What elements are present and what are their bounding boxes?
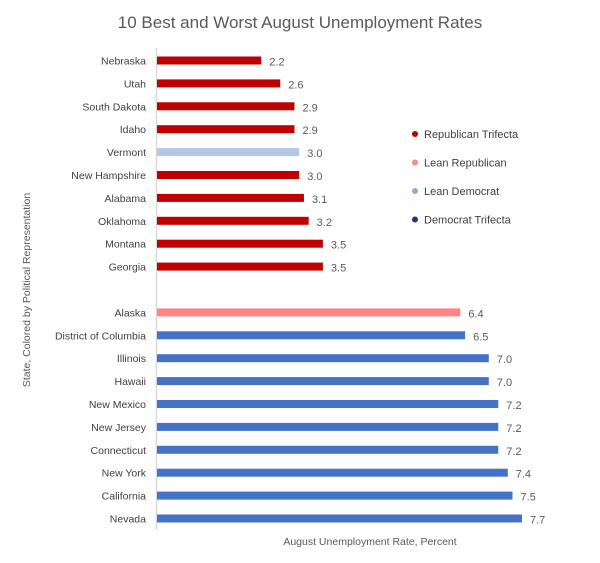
data-label: 2.9 xyxy=(302,125,317,137)
bar xyxy=(157,79,281,88)
category-label: Georgia xyxy=(109,262,147,274)
category-label: Hawaii xyxy=(114,376,146,388)
bar xyxy=(157,308,461,317)
bar xyxy=(157,148,300,157)
bar xyxy=(157,102,295,111)
data-label: 7.0 xyxy=(497,354,512,366)
legend-label: Lean Republican xyxy=(424,158,507,170)
category-label: Oklahoma xyxy=(98,216,146,228)
bar xyxy=(157,354,489,363)
data-label: 7.2 xyxy=(506,446,521,458)
category-label: New Mexico xyxy=(89,399,146,411)
bar xyxy=(157,171,300,179)
bar xyxy=(157,445,499,454)
x-axis-label: August Unemployment Rate, Percent xyxy=(283,536,456,548)
bar xyxy=(157,262,323,271)
legend-marker xyxy=(412,188,418,194)
bar xyxy=(157,216,309,225)
category-label: Connecticut xyxy=(91,445,147,457)
legend-label: Republican Trifecta xyxy=(424,129,519,141)
data-label: 3.0 xyxy=(307,148,322,160)
category-label: Alaska xyxy=(114,307,146,319)
category-label: Nevada xyxy=(110,514,146,526)
data-label: 7.0 xyxy=(497,377,512,389)
legend-label: Democrat Trifecta xyxy=(424,215,512,227)
bar xyxy=(157,56,262,65)
category-label: New Hampshire xyxy=(71,170,146,182)
chart-title: 10 Best and Worst August Unemployment Ra… xyxy=(118,13,482,32)
data-label: 7.2 xyxy=(506,423,521,435)
category-label: Montana xyxy=(105,239,146,251)
legend-label: Lean Democrat xyxy=(424,186,499,198)
category-label: Nebraska xyxy=(101,56,146,68)
y-axis-label: State, Colored by Political Representati… xyxy=(21,193,33,388)
bar xyxy=(157,491,513,500)
category-label: Idaho xyxy=(120,124,146,136)
data-label: 7.4 xyxy=(516,469,531,481)
category-label: Vermont xyxy=(107,147,146,159)
data-label: 7.7 xyxy=(530,515,545,527)
data-label: 3.1 xyxy=(312,194,327,206)
data-label: 3.2 xyxy=(317,217,332,229)
data-label: 3.0 xyxy=(307,171,322,183)
category-label: South Dakota xyxy=(82,101,146,113)
data-label: 3.5 xyxy=(331,263,346,275)
bar xyxy=(157,239,323,248)
category-label: New Jersey xyxy=(91,422,147,434)
data-label: 3.5 xyxy=(331,240,346,252)
category-label: New York xyxy=(102,468,147,480)
data-label: 6.4 xyxy=(468,308,483,320)
bar xyxy=(157,125,295,134)
bar xyxy=(157,400,499,408)
bar xyxy=(157,377,489,386)
data-label: 2.6 xyxy=(288,79,303,91)
data-label: 6.5 xyxy=(473,331,488,343)
bar xyxy=(157,193,304,202)
data-label: 7.5 xyxy=(521,492,536,504)
data-label: 7.2 xyxy=(506,400,521,412)
legend-marker xyxy=(412,131,418,137)
data-label: 2.9 xyxy=(302,102,317,114)
bar xyxy=(157,331,466,340)
bar xyxy=(157,468,508,477)
data-label: 2.2 xyxy=(269,57,284,69)
category-label: California xyxy=(102,491,147,503)
legend-marker xyxy=(412,216,418,223)
category-label: Utah xyxy=(124,78,146,90)
bar xyxy=(157,514,522,523)
category-label: District of Columbia xyxy=(55,330,146,342)
category-label: Alabama xyxy=(105,193,147,205)
legend-marker xyxy=(412,159,418,166)
bar xyxy=(157,422,499,431)
category-label: Illinois xyxy=(117,353,146,365)
